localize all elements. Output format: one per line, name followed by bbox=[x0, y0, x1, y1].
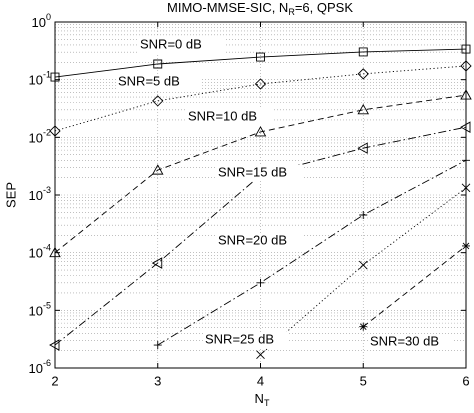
title-part: MIMO-MMSE-SIC, N bbox=[167, 0, 288, 15]
y-tick-base: 10 bbox=[32, 15, 46, 30]
marker bbox=[461, 183, 471, 193]
x-label-main: N bbox=[255, 391, 264, 406]
y-tick-label: 10-5 bbox=[29, 301, 51, 319]
marker bbox=[152, 95, 164, 107]
series-label-bg bbox=[216, 233, 302, 249]
marker bbox=[49, 339, 60, 351]
series-line bbox=[260, 187, 466, 356]
y-tick-base: 10 bbox=[29, 73, 43, 88]
marker bbox=[357, 142, 368, 154]
title-part: =6, QPSK bbox=[295, 0, 353, 15]
x-axis-label: NT bbox=[255, 391, 270, 408]
title-sub: R bbox=[288, 7, 295, 17]
series-label: SNR=15 dB bbox=[218, 164, 287, 179]
y-tick-exponent: 0 bbox=[46, 12, 51, 22]
series-label-bg bbox=[116, 74, 202, 90]
y-tick-label: 10-6 bbox=[29, 358, 51, 376]
y-tick-base: 10 bbox=[29, 304, 43, 319]
series-line bbox=[362, 245, 466, 328]
marker bbox=[151, 257, 163, 269]
y-axis-label: SEP bbox=[3, 182, 18, 208]
marker bbox=[359, 210, 368, 219]
series-label-bg bbox=[203, 332, 289, 348]
series-label: SNR=0 dB bbox=[140, 36, 202, 51]
marker bbox=[460, 60, 472, 72]
marker bbox=[153, 59, 163, 69]
series-line bbox=[55, 94, 466, 254]
y-tick-label: 10-3 bbox=[29, 185, 51, 203]
y-tick-base: 10 bbox=[29, 188, 43, 203]
x-tick-label: 6 bbox=[462, 373, 469, 388]
series-label-bg bbox=[186, 109, 272, 125]
marker bbox=[358, 47, 368, 57]
series-label-bg bbox=[216, 165, 302, 181]
y-tick-label: 10-1 bbox=[29, 70, 51, 88]
series-label: SNR=25 dB bbox=[205, 331, 274, 346]
marker bbox=[153, 341, 162, 350]
x-tick-label: 5 bbox=[360, 373, 367, 388]
marker bbox=[254, 126, 267, 137]
y-tick-exponent: -1 bbox=[43, 70, 51, 80]
x-label-sub: T bbox=[264, 398, 270, 408]
series-label: SNR=5 dB bbox=[118, 73, 180, 88]
series-line bbox=[55, 65, 466, 132]
marker bbox=[357, 68, 369, 80]
y-tick-label: 100 bbox=[32, 12, 51, 30]
y-tick-exponent: -3 bbox=[43, 185, 51, 195]
y-tick-label: 10-2 bbox=[29, 128, 51, 146]
x-tick-label: 4 bbox=[257, 373, 264, 388]
series-line bbox=[157, 159, 466, 346]
marker bbox=[359, 322, 368, 331]
y-tick-base: 10 bbox=[29, 246, 43, 261]
marker bbox=[461, 44, 471, 54]
marker bbox=[49, 246, 61, 258]
marker bbox=[254, 78, 267, 90]
series-label: SNR=10 dB bbox=[188, 108, 257, 123]
marker bbox=[358, 260, 368, 270]
chart-title: MIMO-MMSE-SIC, NR=6, QPSK bbox=[167, 0, 353, 17]
series-line bbox=[55, 48, 466, 78]
y-tick-base: 10 bbox=[29, 361, 43, 376]
marker bbox=[50, 72, 60, 82]
series-label-bg bbox=[368, 334, 454, 350]
marker bbox=[460, 89, 472, 100]
marker bbox=[256, 350, 265, 360]
marker bbox=[49, 125, 61, 137]
x-tick-label: 3 bbox=[154, 373, 161, 388]
series-label: SNR=30 dB bbox=[370, 333, 439, 348]
y-tick-exponent: -5 bbox=[43, 301, 51, 311]
y-tick-label: 10-4 bbox=[29, 243, 51, 261]
marker bbox=[462, 156, 470, 165]
y-tick-exponent: -4 bbox=[43, 243, 51, 253]
marker bbox=[460, 121, 471, 133]
marker bbox=[151, 164, 164, 175]
marker bbox=[256, 52, 265, 62]
y-tick-exponent: -6 bbox=[43, 358, 51, 368]
x-tick-label: 2 bbox=[51, 373, 58, 388]
y-tick-base: 10 bbox=[29, 131, 43, 146]
series-label-bg bbox=[138, 37, 224, 53]
y-tick-exponent: -2 bbox=[43, 128, 51, 138]
marker bbox=[357, 103, 370, 115]
series-label: SNR=20 dB bbox=[218, 232, 287, 247]
marker bbox=[256, 278, 265, 287]
plot-frame bbox=[54, 21, 467, 369]
marker bbox=[462, 241, 470, 250]
